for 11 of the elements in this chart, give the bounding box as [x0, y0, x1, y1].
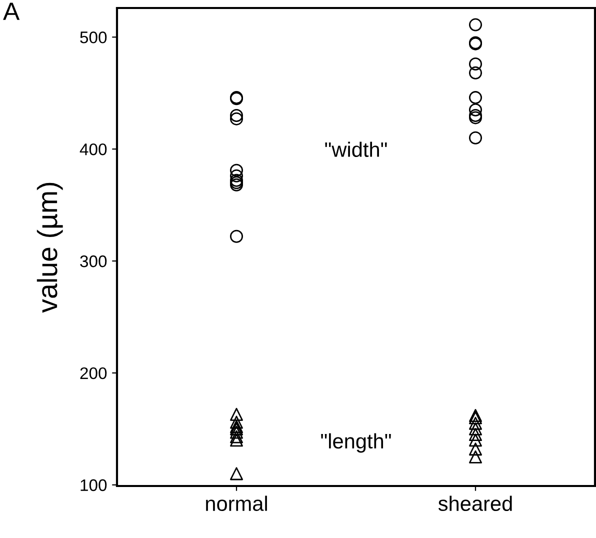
x-tick-label: normal [206, 496, 267, 512]
annotation: "width" [325, 142, 387, 157]
y-tick-label: 200 [80, 367, 107, 380]
y-tick-label: 400 [80, 143, 107, 156]
annotation: "length" [321, 433, 391, 453]
y-tick-label: 500 [80, 32, 107, 44]
y-axis-title: value (µm) [36, 182, 63, 313]
x-tick-label: sheared [438, 496, 512, 512]
y-tick-label: 300 [80, 255, 107, 268]
y-tick-label: 100 [80, 479, 107, 492]
text: A [3, 2, 20, 20]
